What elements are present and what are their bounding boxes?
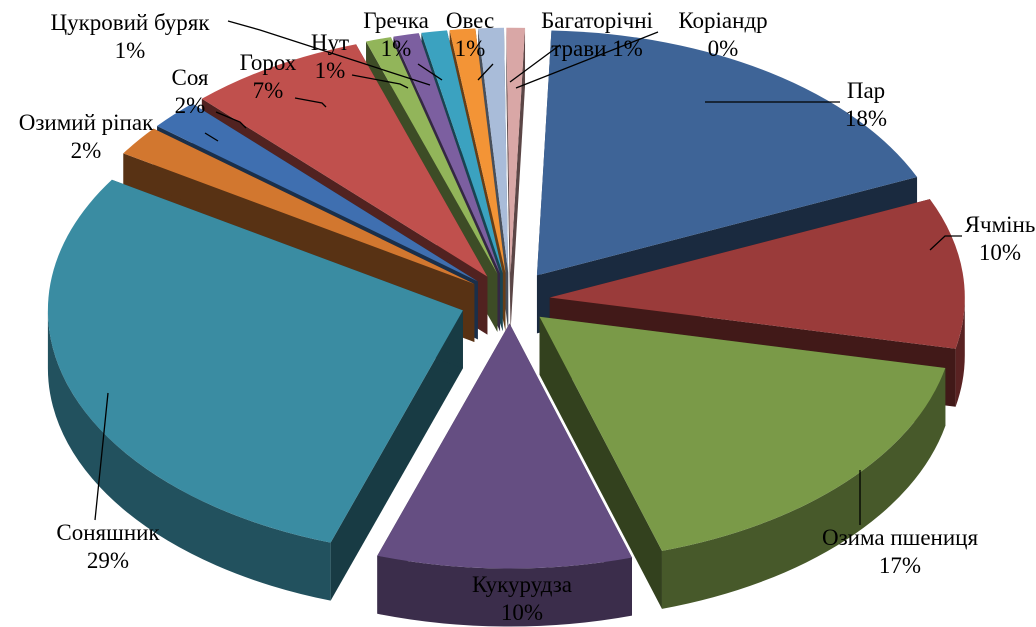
slice-name-label: Кукурудза	[472, 572, 572, 597]
pie-slice-wall	[539, 316, 662, 609]
slice-name-label: Гречка	[363, 8, 429, 33]
slice-name-label: Озимий ріпак	[19, 110, 154, 135]
pie-slice-side	[955, 297, 965, 407]
slice-name-label: Горох	[240, 50, 297, 75]
data-label: Багаторічні трави 1%	[541, 8, 653, 61]
leader-line	[215, 111, 247, 129]
slice-percent-label: 10%	[979, 240, 1021, 265]
pie-slice-top	[377, 323, 632, 569]
data-label: Горох 7%	[240, 50, 297, 103]
pie-slice-wall	[506, 27, 511, 331]
pie-slice-top	[506, 27, 526, 273]
leader-line	[509, 44, 561, 83]
data-label: Кукурудза 10%	[472, 572, 572, 625]
leader-line	[417, 63, 443, 81]
data-label: Соняшник 29%	[56, 520, 160, 573]
slice-name-label: Ячмінь	[965, 212, 1036, 237]
pie-slice-top	[536, 30, 918, 276]
slice-percent-label: трави 1%	[551, 36, 643, 61]
slice-name-label: Соя	[172, 65, 209, 90]
data-label: Коріандр 0%	[678, 8, 767, 61]
slice-percent-label: 7%	[253, 78, 284, 103]
slice-percent-label: 2%	[71, 138, 102, 163]
slice-percent-label: 29%	[87, 548, 129, 573]
slice-name-label: Цукровий буряк	[50, 10, 210, 35]
slice-percent-label: 1%	[115, 38, 146, 63]
pie-slice	[377, 323, 632, 627]
pie-slice	[506, 27, 526, 331]
pie-slice-side	[377, 555, 632, 627]
slice-name-label: Нут	[311, 30, 349, 55]
pie-slice-wall	[330, 310, 463, 601]
pie-slice-top	[157, 103, 478, 282]
pie-slice-top	[539, 316, 946, 551]
slice-name-label: Багаторічні	[541, 8, 653, 33]
data-label: Соя 2%	[172, 65, 209, 118]
slice-percent-label: 1%	[315, 58, 346, 83]
data-label: Ячмінь 10%	[965, 212, 1036, 265]
slice-percent-label: 18%	[845, 106, 887, 131]
leader-line	[94, 392, 109, 521]
pie-slice-top	[393, 33, 501, 274]
slice-name-label: Пар	[847, 78, 885, 103]
leader-line	[294, 97, 327, 108]
pie-slice-top	[366, 37, 498, 274]
leader-line	[929, 235, 962, 251]
data-label: Озима пшениця 17%	[822, 525, 979, 578]
slice-percent-label: 17%	[879, 553, 921, 578]
pie-slice-top	[549, 199, 965, 349]
pie-slice-top	[201, 44, 488, 277]
data-label: Цукровий буряк 1%	[50, 10, 210, 63]
pie-slice-top	[123, 128, 475, 285]
slice-name-label: Соняшник	[56, 520, 160, 545]
slice-percent-label: 1%	[381, 36, 412, 61]
pie-slice-top	[478, 27, 509, 273]
leader-line	[204, 132, 219, 142]
pie-slice-top	[449, 28, 506, 273]
data-label: Пар 18%	[845, 78, 887, 131]
data-label: Нут 1%	[311, 30, 349, 83]
slice-percent-label: 1%	[455, 36, 486, 61]
pie-slice	[47, 179, 463, 601]
data-label: Гречка 1%	[363, 8, 429, 61]
data-label: Овес 1%	[446, 8, 494, 61]
pie-slice-top	[47, 179, 463, 543]
pie-slice	[539, 316, 946, 609]
leader-line	[351, 74, 409, 89]
slice-percent-label: 2%	[175, 93, 206, 118]
data-label: Озимий ріпак 2%	[19, 110, 154, 163]
slice-name-label: Овес	[446, 8, 494, 33]
pie-slice-wall	[510, 27, 526, 331]
slice-percent-label: 0%	[708, 36, 739, 61]
pie-slice-top	[421, 30, 503, 274]
leader-line	[515, 31, 659, 89]
slice-name-label: Озима пшениця	[822, 525, 979, 550]
leader-line	[227, 20, 431, 86]
slice-name-label: Коріандр	[678, 8, 767, 33]
pie-slice-side	[47, 310, 331, 601]
leader-line	[477, 63, 494, 81]
pie-slice-side	[661, 368, 946, 609]
slice-percent-label: 10%	[501, 600, 543, 625]
